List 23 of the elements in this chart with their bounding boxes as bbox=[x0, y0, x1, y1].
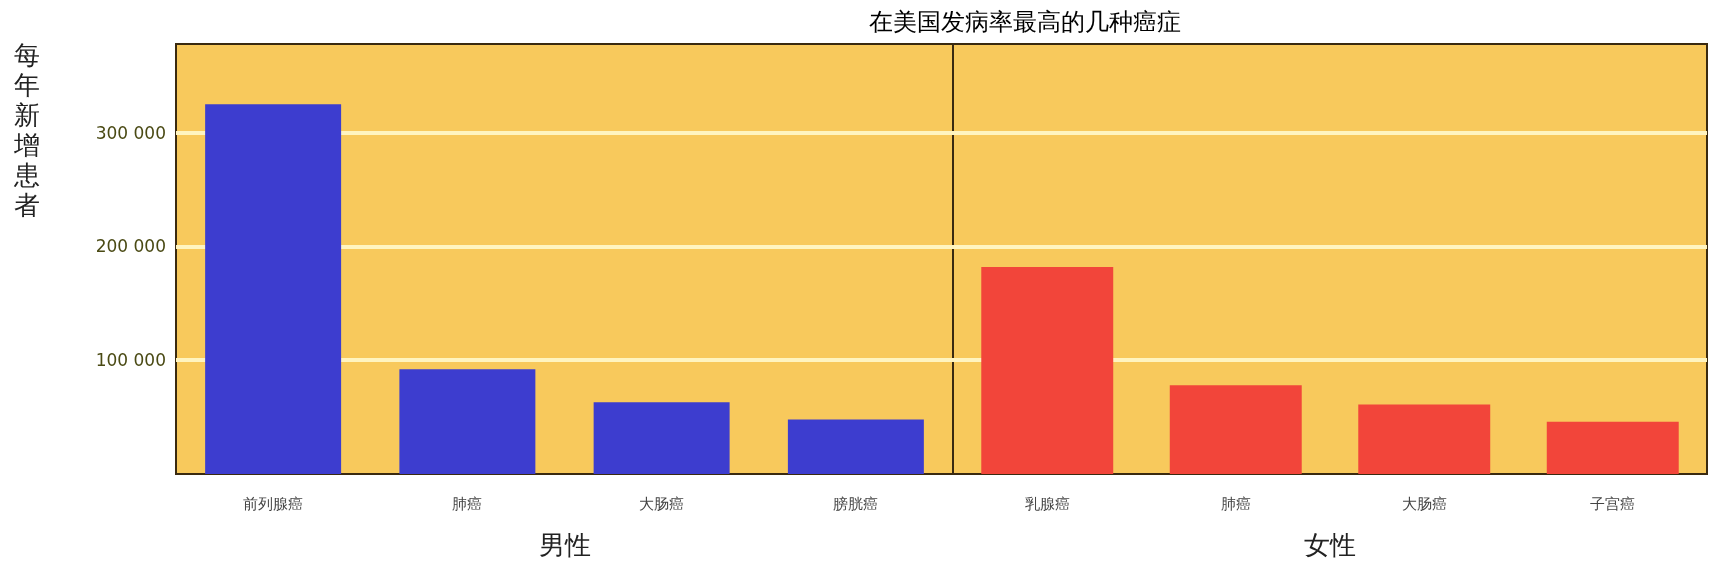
x-tick-label: 大肠癌 bbox=[639, 494, 685, 513]
x-tick-label: 膀胱癌 bbox=[833, 494, 879, 513]
y-axis-title: 每年新增患者 bbox=[13, 40, 40, 220]
x-tick-label: 大肠癌 bbox=[1401, 494, 1447, 513]
bar bbox=[399, 369, 536, 474]
bar bbox=[1169, 385, 1302, 474]
x-tick-label: 子宫癌 bbox=[1590, 494, 1636, 513]
y-tick-label: 300 000 bbox=[95, 122, 166, 143]
bar bbox=[1358, 404, 1491, 474]
bar bbox=[787, 419, 924, 474]
x-tick-label: 肺癌 bbox=[452, 494, 483, 513]
y-tick-label: 100 000 bbox=[95, 350, 166, 371]
bar bbox=[205, 104, 342, 474]
x-tick-label: 前列腺癌 bbox=[243, 494, 304, 513]
bar bbox=[1546, 421, 1679, 474]
x-tick-label: 肺癌 bbox=[1220, 494, 1251, 513]
bar bbox=[593, 402, 730, 474]
x-axis-title: 女性 bbox=[1304, 530, 1356, 560]
text: 在美国发病率最高的几种癌症 bbox=[867, 8, 1182, 38]
bar bbox=[981, 266, 1114, 474]
x-tick-label: 乳腺癌 bbox=[1024, 494, 1070, 513]
x-axis-title: 男性 bbox=[538, 530, 591, 560]
y-tick-label: 200 000 bbox=[95, 236, 166, 257]
